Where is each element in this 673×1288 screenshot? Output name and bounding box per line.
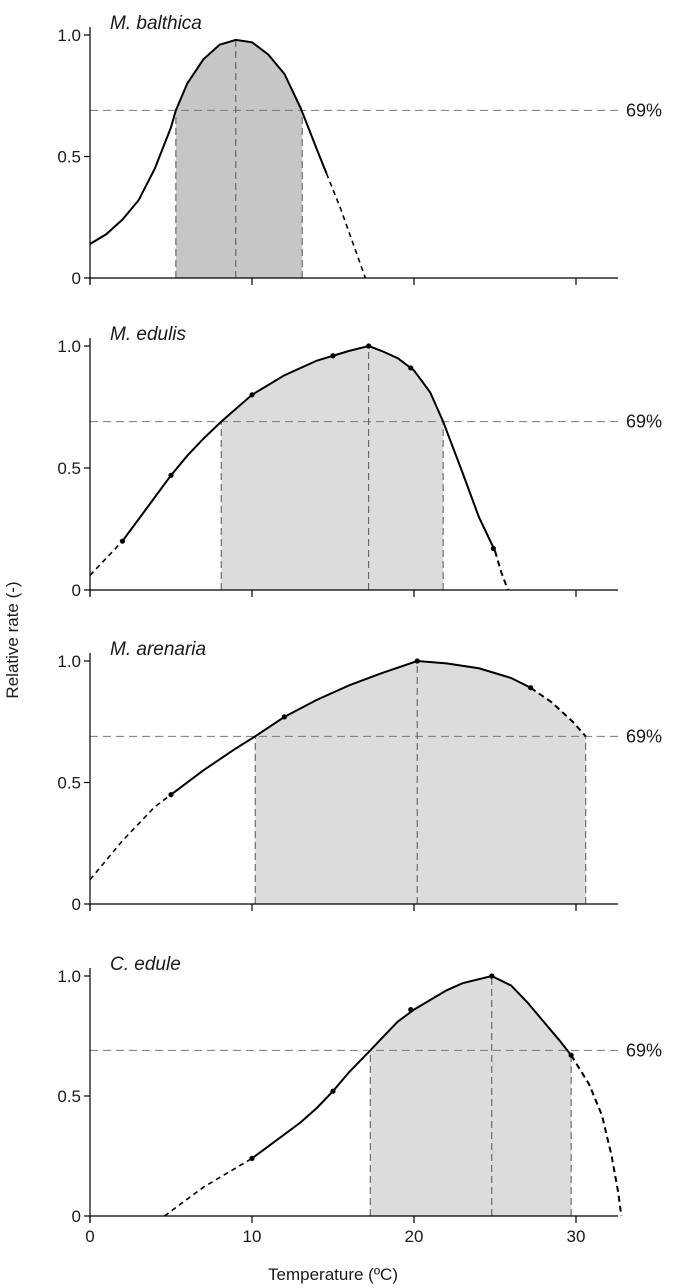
- curve-extrapolated-end: [494, 550, 509, 591]
- data-point: [366, 343, 372, 349]
- data-point: [528, 685, 534, 691]
- reference-label: 69%: [626, 1040, 662, 1060]
- panel-title: M. arenaria: [110, 639, 206, 660]
- data-point: [249, 1155, 255, 1161]
- chart-panel: 69% 0 0.5 1.0 M. balthica: [57, 13, 662, 288]
- shaded-69-range: [175, 39, 303, 278]
- chart-panel: 69% 0 0.5 1.0 M. edulis: [57, 324, 662, 600]
- panel-title: M. balthica: [110, 13, 202, 34]
- y-axis-title: Relative rate (-): [3, 581, 22, 698]
- curve-extrapolated-start: [89, 540, 123, 576]
- data-point: [568, 1052, 574, 1058]
- panels: 69% 0 0.5 1.0 M. balthica 69% 0 0.5 1.0 M. edulis…: [57, 13, 662, 1246]
- y-tick-label: 0: [72, 269, 81, 288]
- chart-panel: 69% 0 0.5 1.0 0 10 20 30 C. edule: [57, 954, 662, 1246]
- y-tick-label: 0.5: [57, 774, 81, 793]
- chart-panel: 69% 0 0.5 1.0 M. arenaria: [57, 639, 662, 914]
- curve-fitted: [170, 659, 532, 796]
- data-point: [414, 658, 420, 664]
- y-tick-label: 0: [72, 1207, 81, 1226]
- x-tick-label: 10: [243, 1227, 262, 1246]
- panel-title: C. edule: [110, 954, 181, 975]
- data-point: [168, 472, 174, 478]
- data-point: [330, 353, 336, 359]
- y-tick-label: 0: [72, 895, 81, 914]
- data-point: [281, 714, 287, 720]
- x-tick-label: 20: [405, 1227, 424, 1246]
- data-point: [168, 792, 174, 798]
- curve-fitted: [89, 38, 328, 245]
- curve-extrapolated-end: [530, 686, 587, 737]
- y-tick-label: 0.5: [57, 148, 81, 167]
- data-point: [249, 392, 255, 398]
- x-tick-label: 30: [567, 1227, 586, 1246]
- reference-label: 69%: [626, 726, 662, 746]
- curve-fitted: [251, 974, 572, 1160]
- curve-extrapolated-start: [164, 1157, 253, 1217]
- shaded-69-range: [255, 661, 586, 904]
- y-tick-label: 1.0: [57, 967, 81, 986]
- curve-extrapolated-end: [570, 1054, 623, 1217]
- y-tick-label: 0.5: [57, 459, 81, 478]
- data-point: [330, 1088, 336, 1094]
- x-tick-label: 0: [85, 1227, 94, 1246]
- curve-extrapolated-start: [89, 794, 172, 881]
- panel-title: M. edulis: [110, 324, 187, 345]
- data-point: [489, 973, 495, 979]
- y-tick-label: 1.0: [57, 337, 81, 356]
- y-tick-label: 0: [72, 581, 81, 600]
- y-tick-label: 1.0: [57, 26, 81, 45]
- data-point: [408, 365, 414, 371]
- data-point: [119, 538, 125, 544]
- shaded-69-range: [221, 346, 444, 590]
- curve-extrapolated-start: [325, 173, 367, 279]
- data-point: [408, 1007, 414, 1013]
- reference-label: 69%: [626, 412, 662, 432]
- shaded-69-range: [370, 976, 572, 1216]
- reference-label: 69%: [626, 100, 662, 120]
- data-point: [490, 545, 496, 552]
- x-axis-title: Temperature (ºC): [268, 1265, 398, 1284]
- y-tick-label: 1.0: [57, 652, 81, 671]
- y-tick-label: 0.5: [57, 1087, 81, 1106]
